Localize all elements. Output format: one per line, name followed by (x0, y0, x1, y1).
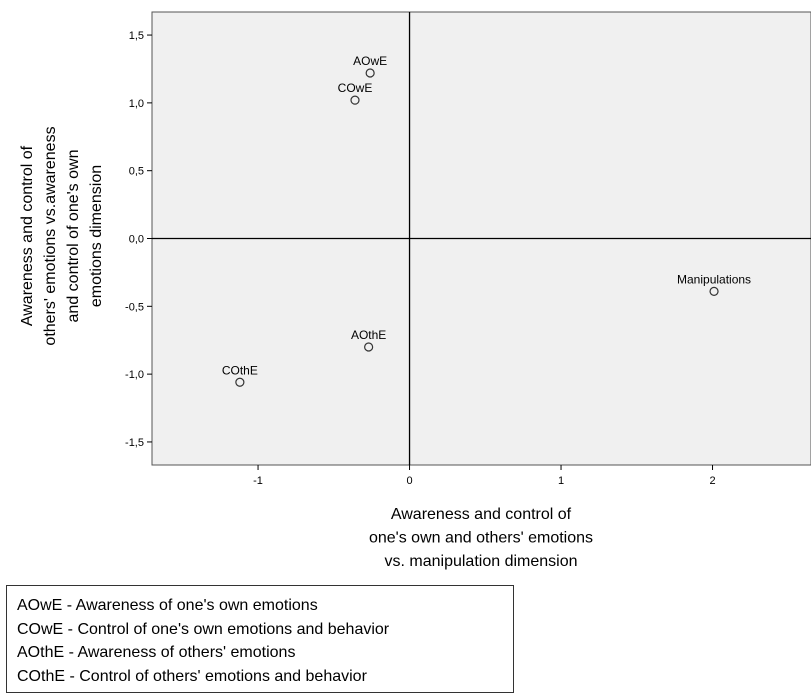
x-axis-ticks: -1 0 1 2 (253, 465, 716, 487)
data-point: Manipulations (677, 272, 751, 296)
y-tick-label: -0,5 (125, 301, 144, 313)
point-label: COwE (338, 81, 373, 95)
point-marker (235, 377, 245, 387)
y-axis-title-line: emotions dimension (88, 165, 105, 307)
x-tick-label: -1 (253, 475, 263, 487)
y-axis-title-line: Awareness and control of (19, 145, 36, 326)
legend-item-cothe: COthE - Control of others' emotions and … (17, 667, 367, 685)
data-point: COwE (338, 81, 373, 105)
y-tick-label: 1,0 (129, 98, 144, 110)
point-label: COthE (222, 363, 258, 377)
x-tick-label: 2 (709, 475, 715, 487)
data-points: AOwE COwE Manipulations AOthE COthE (222, 54, 751, 387)
data-point: AOthE (351, 328, 386, 352)
y-axis-ticks: 1,5 1,0 0,5 0,0 -0,5 -1,0 -1,5 (125, 30, 152, 449)
point-marker (364, 342, 374, 352)
y-tick-label: -1,0 (125, 369, 144, 381)
y-axis-title-line: and control of one's own (65, 150, 82, 323)
y-tick-label: 1,5 (129, 30, 144, 42)
point-label: Manipulations (677, 272, 751, 286)
legend-item-cowe: COwE - Control of one's own emotions and… (17, 620, 390, 638)
y-tick-label: -1,5 (125, 437, 144, 449)
legend-box: AOwE - Awareness of one's own emotions C… (6, 585, 514, 693)
x-tick-label: 1 (558, 475, 564, 487)
data-point: COthE (222, 363, 258, 387)
point-marker (350, 95, 360, 105)
legend-item-aowe: AOwE - Awareness of one's own emotions (17, 597, 318, 614)
x-axis-title-line: Awareness and control of (391, 506, 572, 523)
x-axis-title: Awareness and control of one's own and ot… (369, 506, 593, 570)
point-label: AOwE (353, 54, 387, 68)
legend-item-aothe: AOthE - Awareness of others' emotions (17, 644, 296, 661)
point-marker (709, 286, 719, 296)
x-axis-title-line: one's own and others' emotions (369, 530, 593, 547)
y-axis-title: Awareness and control of others' emotions… (19, 126, 105, 345)
reference-lines (152, 12, 811, 465)
point-label: AOthE (351, 328, 386, 342)
y-tick-label: 0,0 (129, 234, 144, 246)
y-axis-title-line: others' emotions vs.awareness (42, 126, 59, 345)
y-tick-label: 0,5 (129, 166, 144, 178)
x-tick-label: 0 (406, 475, 412, 487)
data-point: AOwE (353, 54, 387, 78)
x-axis-title-line: vs. manipulation dimension (385, 553, 578, 570)
point-marker (365, 68, 375, 78)
scatter-chart: -1 0 1 2 1,5 1,0 0,5 0,0 -0,5 -1,0 -1,5 AOwE COwE M… (19, 11, 811, 570)
